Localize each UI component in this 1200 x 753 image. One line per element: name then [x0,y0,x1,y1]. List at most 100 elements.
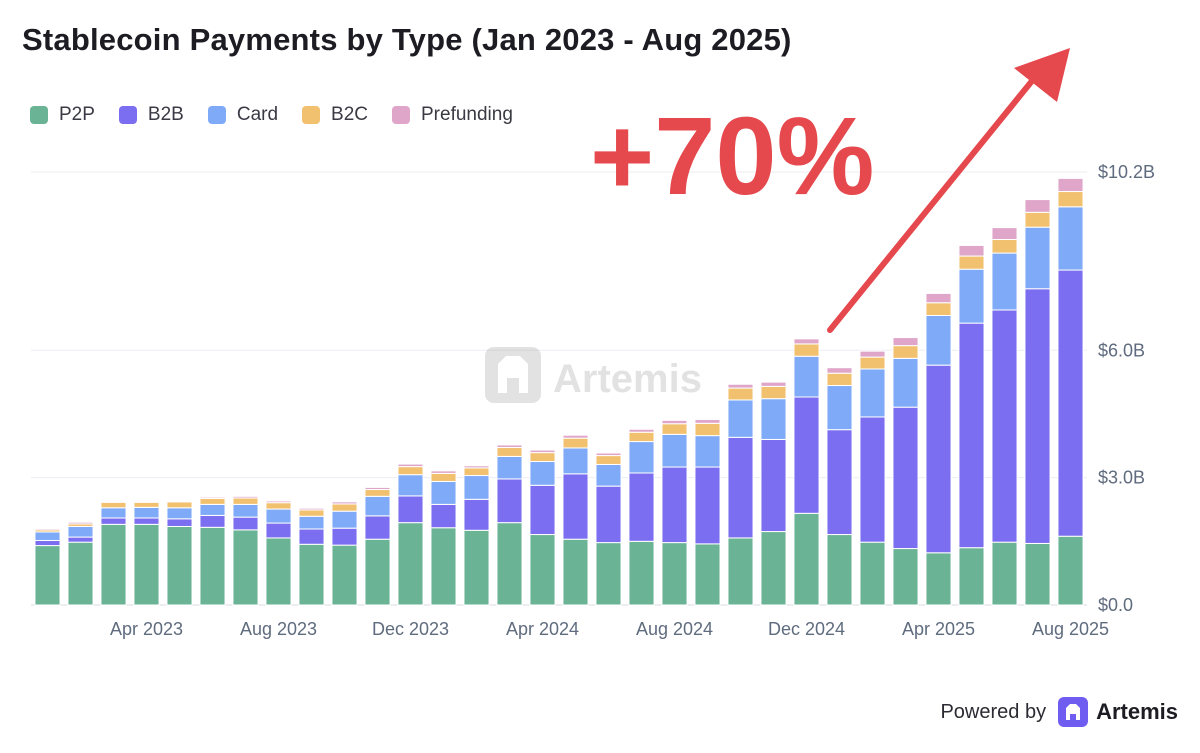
bar-segment-prefunding [331,501,358,505]
bar-stack [991,227,1018,606]
bar-segment-prefunding [991,227,1018,240]
bar-segment-p2p [232,529,259,606]
bar-segment-p2p [760,531,787,606]
x-tick-label: Apr 2025 [902,619,975,639]
bar-segment-prefunding [859,350,886,358]
bar-segment-prefunding [925,292,952,304]
x-tick-label: Aug 2025 [1032,619,1109,639]
bar-segment-b2b [496,478,523,524]
y-tick-label: $6.0B [1098,340,1145,360]
bar-segment-b2c [562,437,589,449]
bar-segment-prefunding [661,419,688,425]
bar-segment-card [397,474,424,497]
legend-label-card: Card [236,104,279,125]
bar-segment-b2b [529,484,556,536]
bar-segment-b2c [100,501,127,509]
legend-item-p2p[interactable]: P2P [30,104,95,126]
annotation: +70% [590,48,1070,333]
bar-segment-b2c [1024,211,1051,228]
bar-segment-b2b [298,528,325,545]
legend-item-card[interactable]: Card [207,104,279,126]
bar-segment-card [496,455,523,480]
bar-stack [1057,177,1084,606]
bar-segment-b2b [364,515,391,540]
x-tick-label: Apr 2024 [506,619,579,639]
bar-segment-prefunding [364,486,391,491]
bar-segment-card [1024,226,1051,290]
legend-item-b2c[interactable]: B2C [302,104,368,126]
bar-segment-prefunding [958,244,985,257]
bar-segment-b2c [199,497,226,505]
bar-stack [727,383,754,606]
bar-segment-b2b [463,498,490,531]
bar-segment-card [364,495,391,517]
bar-segment-prefunding [463,465,490,469]
bar-stack [958,244,985,606]
bar-segment-prefunding [232,495,259,499]
powered-by-text: Powered by [940,700,1047,723]
bar-segment-b2c [133,501,160,508]
legend-label-prefunding: Prefunding [421,104,513,125]
bar-segment-card [925,314,952,366]
bar-stack [529,449,556,606]
bar-stack [199,496,226,606]
brand-name[interactable]: Artemis [1096,699,1178,724]
bar-segment-p2p [331,544,358,606]
bar-stack [67,521,94,606]
trend-arrow-head-icon [1014,48,1070,102]
x-tick-label: Dec 2023 [372,619,449,639]
bar-segment-prefunding [166,500,193,503]
bar-stack [331,501,358,606]
bar-segment-p2p [397,522,424,606]
bar-segment-card [67,525,94,538]
bar-segment-card [265,508,292,524]
bar-segment-b2c [892,345,919,359]
bar-segment-card [694,435,721,468]
bar-segment-prefunding [727,383,754,389]
bar-segment-card [760,398,787,440]
bar-segment-b2b [859,416,886,543]
bar-segment-b2b [991,309,1018,543]
bar-segment-b2b [892,406,919,550]
bar-segment-prefunding [793,338,820,345]
bar-segment-prefunding [760,381,787,387]
bar-stack [463,465,490,606]
bar-segment-b2b [793,396,820,514]
bar-segment-prefunding [892,337,919,347]
bar-segment-prefunding [265,500,292,504]
bar-stack [793,338,820,606]
bar-segment-card [595,463,622,487]
x-axis-labels: Apr 2023 Aug 2023 Dec 2023 Apr 2024 Aug 2024… [110,619,1109,639]
bar-stack [133,500,160,606]
bar-segment-card [826,385,853,431]
bar-segment-card [232,503,259,518]
bar-segment-p2p [1057,535,1084,606]
bar-stack [760,381,787,606]
bar-segment-b2b [1024,288,1051,544]
legend-swatch-b2b [118,106,137,124]
bar-segment-b2c [958,255,985,270]
legend-item-prefunding[interactable]: Prefunding [392,104,513,126]
bar-stack [826,367,853,606]
legend-item-b2b[interactable]: B2B [118,104,184,126]
bar-segment-p2p [727,537,754,606]
legend-label-b2b: B2B [147,104,184,125]
watermark: Artemis [485,347,702,403]
bar-segment-b2b [595,485,622,544]
bar-segment-card [958,268,985,324]
bar-segment-b2b [661,466,688,544]
bar-segment-prefunding [496,444,523,449]
bar-segment-card [199,503,226,516]
bar-segment-b2b [826,429,853,536]
bar-segment-p2p [859,541,886,606]
bar-segment-p2p [133,523,160,606]
bar-segment-prefunding [628,428,655,433]
bar-segment-b2c [826,372,853,387]
bar-segment-p2p [166,525,193,606]
watermark-text: Artemis [553,357,702,401]
bar-segment-b2c [232,497,259,505]
bar-segment-prefunding [34,528,61,531]
x-tick-label: Aug 2024 [636,619,713,639]
bar-segment-b2c [529,452,556,463]
